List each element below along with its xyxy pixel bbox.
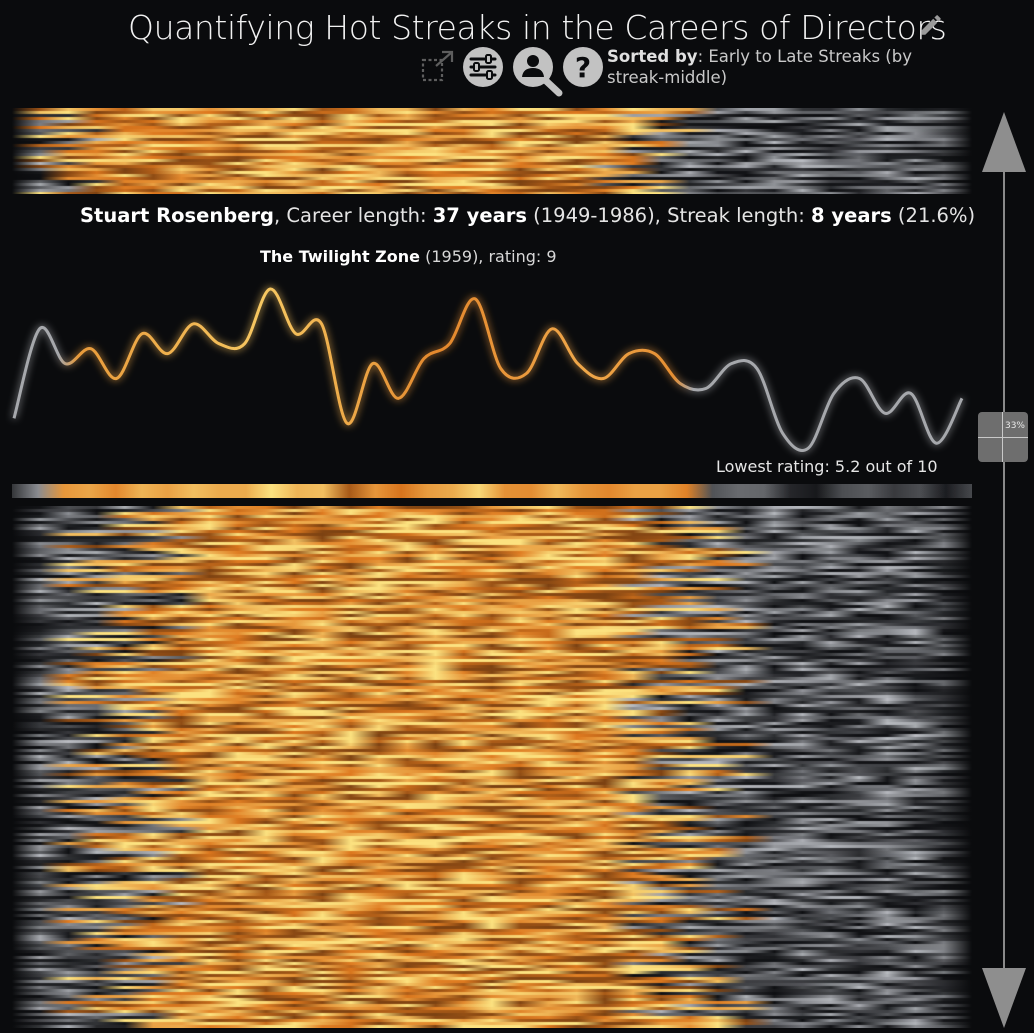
- peak-movie-title: The Twilight Zone: [260, 247, 421, 266]
- peak-movie-detail: (1959), rating: 9: [420, 247, 557, 266]
- page-title: Quantifying Hot Streaks in the Careers o…: [128, 8, 947, 47]
- search-person-icon[interactable]: [511, 46, 565, 98]
- scroll-handle[interactable]: 33%: [978, 412, 1028, 462]
- selected-director-strip[interactable]: [12, 484, 972, 498]
- sorted-by-label: Sorted by: [607, 47, 698, 66]
- lowest-rating-label: Lowest rating: 5.2 out of 10: [716, 457, 938, 476]
- career-length-value: 37 years: [432, 204, 527, 227]
- svg-text:?: ?: [575, 51, 591, 84]
- career-heatmap-upper[interactable]: [12, 108, 972, 194]
- scroll-percent-label: 33%: [1004, 421, 1025, 431]
- streak-percent: (21.6%): [891, 204, 976, 227]
- sorted-by-value: : Early to Late Streaks (by streak-middl…: [607, 47, 912, 87]
- handle-vertical-line: [1002, 412, 1003, 462]
- director-name: Stuart Rosenberg: [80, 204, 275, 227]
- career-length-label: , Career length:: [274, 204, 433, 227]
- career-heatmap-lower[interactable]: [12, 506, 972, 1028]
- sort-description[interactable]: Sorted by: Early to Late Streaks (by str…: [607, 46, 942, 88]
- handle-horizontal-line: [978, 437, 1028, 438]
- peak-rating-label: The Twilight Zone (1959), rating: 9: [260, 247, 557, 266]
- director-info: Stuart Rosenberg, Career length: 37 year…: [80, 204, 980, 227]
- scroll-down-arrow-icon[interactable]: [982, 968, 1026, 1028]
- filter-sliders-icon[interactable]: [462, 46, 504, 88]
- rating-line-chart: [12, 287, 964, 452]
- vertical-scrollbar[interactable]: [976, 110, 1032, 1030]
- scroll-up-arrow-icon[interactable]: [982, 112, 1026, 172]
- streak-length-value: 8 years: [811, 204, 892, 227]
- edit-icon[interactable]: [918, 12, 944, 38]
- help-icon[interactable]: ?: [562, 46, 604, 88]
- career-range: (1949-1986), Streak length:: [526, 204, 812, 227]
- rating-line: [12, 287, 964, 452]
- fullscreen-icon[interactable]: [420, 46, 456, 86]
